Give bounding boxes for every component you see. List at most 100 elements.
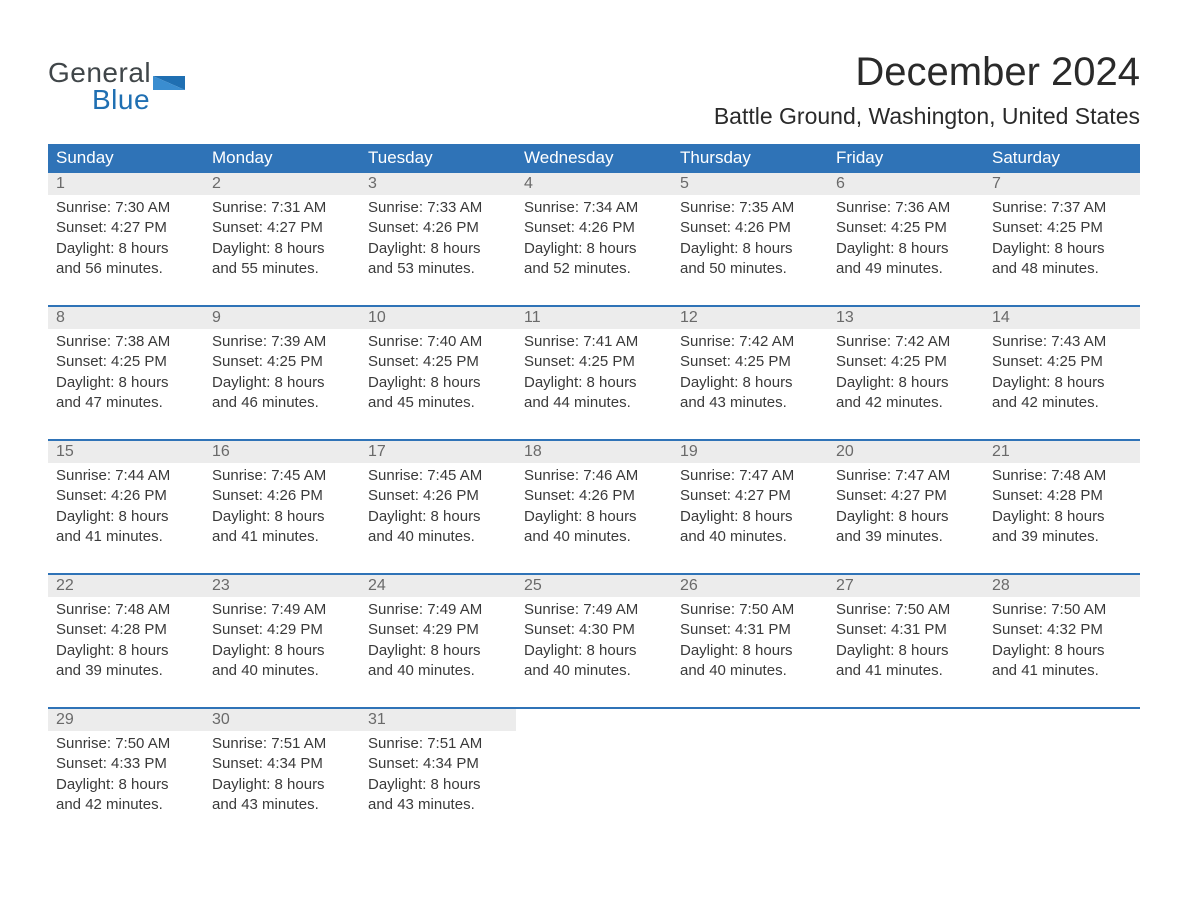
day-cell: Sunrise: 7:43 AMSunset: 4:25 PMDaylight:… (984, 329, 1140, 440)
day-cell: Sunrise: 7:48 AMSunset: 4:28 PMDaylight:… (984, 463, 1140, 574)
day-cell: Sunrise: 7:51 AMSunset: 4:34 PMDaylight:… (360, 731, 516, 823)
sunrise-text: Sunrise: 7:42 AM (680, 332, 820, 352)
daylight-text: Daylight: 8 hours (992, 239, 1132, 259)
day-cell: Sunrise: 7:50 AMSunset: 4:31 PMDaylight:… (672, 597, 828, 708)
day-cell: Sunrise: 7:50 AMSunset: 4:31 PMDaylight:… (828, 597, 984, 708)
daylight-text: Daylight: 8 hours (56, 641, 196, 661)
sunset-text: Sunset: 4:28 PM (56, 620, 196, 640)
day-number: 15 (48, 441, 204, 463)
sunset-text: Sunset: 4:26 PM (368, 486, 508, 506)
daylight-text: and 42 minutes. (836, 393, 976, 413)
day-number: 25 (516, 575, 672, 597)
daylight-text: Daylight: 8 hours (368, 775, 508, 795)
day-cell: Sunrise: 7:49 AMSunset: 4:29 PMDaylight:… (360, 597, 516, 708)
weekday-header: Friday (828, 144, 984, 173)
sunrise-text: Sunrise: 7:40 AM (368, 332, 508, 352)
day-number: 9 (204, 307, 360, 329)
day-number: 17 (360, 441, 516, 463)
daylight-text: and 40 minutes. (680, 661, 820, 681)
day-number: 4 (516, 173, 672, 195)
sunrise-text: Sunrise: 7:47 AM (680, 466, 820, 486)
sunset-text: Sunset: 4:30 PM (524, 620, 664, 640)
sunrise-text: Sunrise: 7:36 AM (836, 198, 976, 218)
day-number: 29 (48, 709, 204, 731)
day-number: 11 (516, 307, 672, 329)
day-cell: Sunrise: 7:36 AMSunset: 4:25 PMDaylight:… (828, 195, 984, 306)
daylight-text: Daylight: 8 hours (680, 641, 820, 661)
daylight-text: and 39 minutes. (992, 527, 1132, 547)
day-content-row: Sunrise: 7:44 AMSunset: 4:26 PMDaylight:… (48, 463, 1140, 574)
daylight-text: and 52 minutes. (524, 259, 664, 279)
day-cell: Sunrise: 7:48 AMSunset: 4:28 PMDaylight:… (48, 597, 204, 708)
sunset-text: Sunset: 4:27 PM (836, 486, 976, 506)
sunrise-text: Sunrise: 7:46 AM (524, 466, 664, 486)
day-number: 5 (672, 173, 828, 195)
day-number: 26 (672, 575, 828, 597)
sunset-text: Sunset: 4:25 PM (524, 352, 664, 372)
day-number: 30 (204, 709, 360, 731)
day-number-row: 891011121314 (48, 307, 1140, 329)
day-number: 14 (984, 307, 1140, 329)
daylight-text: Daylight: 8 hours (212, 641, 352, 661)
sunset-text: Sunset: 4:25 PM (56, 352, 196, 372)
day-cell: Sunrise: 7:46 AMSunset: 4:26 PMDaylight:… (516, 463, 672, 574)
daylight-text: and 39 minutes. (836, 527, 976, 547)
day-cell (672, 731, 828, 823)
daylight-text: and 55 minutes. (212, 259, 352, 279)
sunrise-text: Sunrise: 7:51 AM (368, 734, 508, 754)
daylight-text: and 43 minutes. (680, 393, 820, 413)
daylight-text: and 40 minutes. (212, 661, 352, 681)
daylight-text: and 41 minutes. (56, 527, 196, 547)
day-cell: Sunrise: 7:33 AMSunset: 4:26 PMDaylight:… (360, 195, 516, 306)
daylight-text: Daylight: 8 hours (56, 373, 196, 393)
sunrise-text: Sunrise: 7:45 AM (368, 466, 508, 486)
sunset-text: Sunset: 4:26 PM (368, 218, 508, 238)
daylight-text: Daylight: 8 hours (368, 641, 508, 661)
sunrise-text: Sunrise: 7:50 AM (992, 600, 1132, 620)
sunrise-text: Sunrise: 7:49 AM (524, 600, 664, 620)
daylight-text: and 40 minutes. (368, 527, 508, 547)
weekday-header-row: Sunday Monday Tuesday Wednesday Thursday… (48, 144, 1140, 173)
day-cell (516, 731, 672, 823)
day-cell: Sunrise: 7:50 AMSunset: 4:32 PMDaylight:… (984, 597, 1140, 708)
day-number (828, 709, 984, 731)
logo-blue-text: Blue (92, 87, 151, 114)
day-cell: Sunrise: 7:38 AMSunset: 4:25 PMDaylight:… (48, 329, 204, 440)
sunset-text: Sunset: 4:26 PM (212, 486, 352, 506)
daylight-text: Daylight: 8 hours (368, 507, 508, 527)
daylight-text: Daylight: 8 hours (56, 507, 196, 527)
header: General Blue December 2024 Battle Ground… (48, 50, 1140, 140)
weekday-header: Thursday (672, 144, 828, 173)
day-cell: Sunrise: 7:49 AMSunset: 4:30 PMDaylight:… (516, 597, 672, 708)
daylight-text: and 40 minutes. (524, 661, 664, 681)
day-cell: Sunrise: 7:37 AMSunset: 4:25 PMDaylight:… (984, 195, 1140, 306)
day-number: 6 (828, 173, 984, 195)
day-number-row: 293031 (48, 709, 1140, 731)
sunrise-text: Sunrise: 7:50 AM (836, 600, 976, 620)
day-cell: Sunrise: 7:49 AMSunset: 4:29 PMDaylight:… (204, 597, 360, 708)
day-number: 13 (828, 307, 984, 329)
sunrise-text: Sunrise: 7:41 AM (524, 332, 664, 352)
sunset-text: Sunset: 4:27 PM (56, 218, 196, 238)
sunrise-text: Sunrise: 7:33 AM (368, 198, 508, 218)
sunrise-text: Sunrise: 7:44 AM (56, 466, 196, 486)
sunset-text: Sunset: 4:25 PM (368, 352, 508, 372)
sunrise-text: Sunrise: 7:49 AM (212, 600, 352, 620)
day-cell (984, 731, 1140, 823)
sunset-text: Sunset: 4:31 PM (680, 620, 820, 640)
weekday-header: Sunday (48, 144, 204, 173)
day-number: 8 (48, 307, 204, 329)
day-number: 24 (360, 575, 516, 597)
daylight-text: and 41 minutes. (992, 661, 1132, 681)
day-number-row: 1234567 (48, 173, 1140, 195)
sunrise-text: Sunrise: 7:45 AM (212, 466, 352, 486)
sunrise-text: Sunrise: 7:30 AM (56, 198, 196, 218)
daylight-text: Daylight: 8 hours (368, 239, 508, 259)
day-cell: Sunrise: 7:31 AMSunset: 4:27 PMDaylight:… (204, 195, 360, 306)
sunrise-text: Sunrise: 7:48 AM (56, 600, 196, 620)
day-number: 10 (360, 307, 516, 329)
sunset-text: Sunset: 4:28 PM (992, 486, 1132, 506)
day-cell: Sunrise: 7:47 AMSunset: 4:27 PMDaylight:… (828, 463, 984, 574)
sunrise-text: Sunrise: 7:43 AM (992, 332, 1132, 352)
sunset-text: Sunset: 4:32 PM (992, 620, 1132, 640)
